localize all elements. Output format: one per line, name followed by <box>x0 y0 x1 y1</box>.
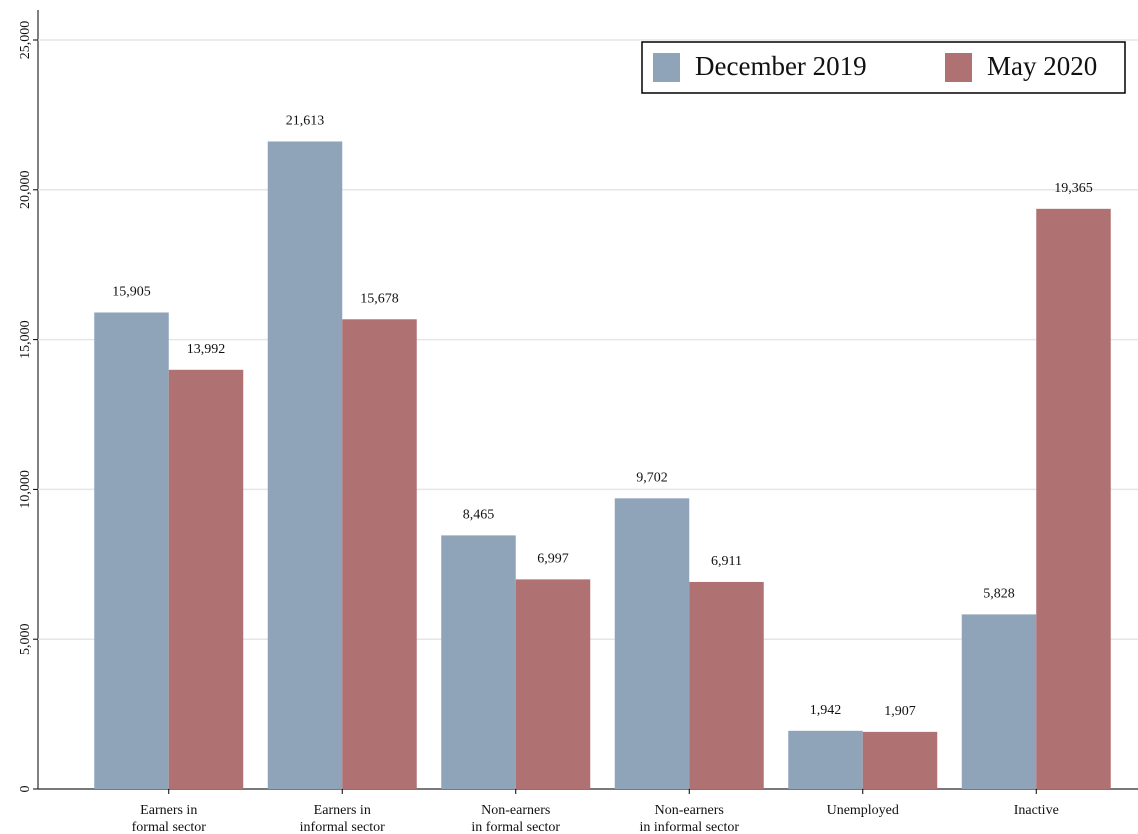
x-tick-label: Non-earners <box>481 803 550 818</box>
legend-box <box>641 41 1126 94</box>
value-label: 8,465 <box>463 508 495 523</box>
bar <box>94 312 169 789</box>
bar <box>862 731 938 789</box>
value-label: 19,365 <box>1054 181 1093 196</box>
bar <box>614 498 690 789</box>
y-tick-label: 15,000 <box>18 320 33 359</box>
value-label: 21,613 <box>286 114 325 129</box>
y-tick-label: 0 <box>18 786 33 793</box>
y-tick-label: 25,000 <box>18 21 33 60</box>
bar <box>267 141 343 790</box>
bar <box>168 369 244 789</box>
bar <box>788 730 863 789</box>
x-tick-label: informal sector <box>300 820 385 834</box>
y-tick-label: 20,000 <box>18 171 33 210</box>
legend-label: December 2019 <box>695 51 867 81</box>
bar <box>1036 208 1111 790</box>
value-label: 15,905 <box>112 285 151 300</box>
x-tick-label: Earners in <box>140 803 197 818</box>
x-tick-label: formal sector <box>132 820 207 834</box>
x-tick-label: Earners in <box>314 803 371 818</box>
bar <box>342 319 417 789</box>
bar <box>515 579 591 789</box>
x-tick-label: Inactive <box>1014 803 1059 818</box>
value-label: 6,997 <box>537 552 569 567</box>
x-tick-label: in informal sector <box>639 820 739 834</box>
x-tick-label: Non-earners <box>655 803 724 818</box>
legend-label: May 2020 <box>987 51 1097 81</box>
value-label: 13,992 <box>187 342 226 357</box>
value-label: 1,942 <box>810 703 842 718</box>
value-label: 15,678 <box>360 292 399 307</box>
value-label: 6,911 <box>711 554 742 569</box>
bar <box>441 535 516 789</box>
legend-swatch <box>653 53 680 82</box>
x-tick-label: in formal sector <box>471 820 560 834</box>
y-tick-label: 5,000 <box>18 623 33 655</box>
y-tick-label: 10,000 <box>18 470 33 509</box>
value-label: 1,907 <box>884 704 916 719</box>
legend-swatch <box>945 53 972 82</box>
bar <box>961 614 1037 789</box>
value-label: 9,702 <box>636 471 668 486</box>
value-label: 5,828 <box>983 587 1015 602</box>
x-tick-label: Unemployed <box>827 803 899 818</box>
bar <box>689 581 764 789</box>
